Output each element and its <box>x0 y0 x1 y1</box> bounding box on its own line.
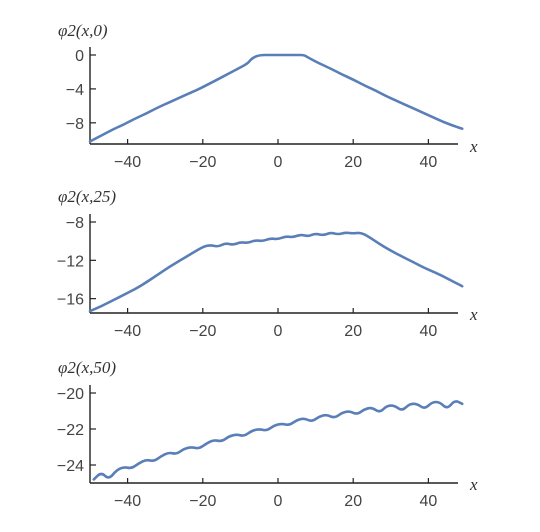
panel-0-xtick-label: 0 <box>274 154 283 171</box>
panel-0-xtick-label: −20 <box>189 154 216 171</box>
panel-0-ytick-label: 0 <box>75 48 84 65</box>
panel-1-ylabel: φ2(x,25) <box>58 187 116 206</box>
panel-0-xtick-label: −40 <box>114 154 141 171</box>
panel-2-xtick-label: 20 <box>344 493 362 510</box>
panel-2-ytick-label: −24 <box>57 458 84 475</box>
panel-2-series-line <box>92 400 464 481</box>
panel-2-xtick-label: 40 <box>420 493 438 510</box>
panel-0-series-line <box>88 53 464 143</box>
panel-1-xtick-label: 0 <box>274 323 283 340</box>
panel-2-ytick-label: −20 <box>57 386 84 403</box>
panel-2-xtick-label: −20 <box>189 493 216 510</box>
panel-0-ytick-label: −4 <box>66 82 84 99</box>
panel-1-series-line <box>88 231 464 313</box>
panel-2-xlabel: x <box>469 475 478 494</box>
panel-2-xtick-label: 0 <box>274 493 283 510</box>
panel-0-xtick-label: 40 <box>420 154 438 171</box>
panel-1-ytick-label: −12 <box>57 253 84 270</box>
panel-1-ytick-label: −16 <box>57 292 84 309</box>
panel-1-ytick-label: −8 <box>66 215 84 232</box>
panel-0-xtick-label: 20 <box>344 154 362 171</box>
panel-1-xlabel: x <box>469 305 478 324</box>
panel-0-ylabel: φ2(x,0) <box>58 21 108 40</box>
panel-1-xtick-label: 40 <box>420 323 438 340</box>
panel-2-xtick-label: −40 <box>114 493 141 510</box>
panel-2-ylabel: φ2(x,50) <box>58 358 116 377</box>
panel-1-xtick-label: −20 <box>189 323 216 340</box>
panel-0-xlabel: x <box>469 137 478 156</box>
panel-1-xtick-label: −40 <box>114 323 141 340</box>
panel-1-xtick-label: 20 <box>344 323 362 340</box>
panel-0-ytick-label: −8 <box>66 116 84 133</box>
panel-2-ytick-label: −22 <box>57 422 84 439</box>
